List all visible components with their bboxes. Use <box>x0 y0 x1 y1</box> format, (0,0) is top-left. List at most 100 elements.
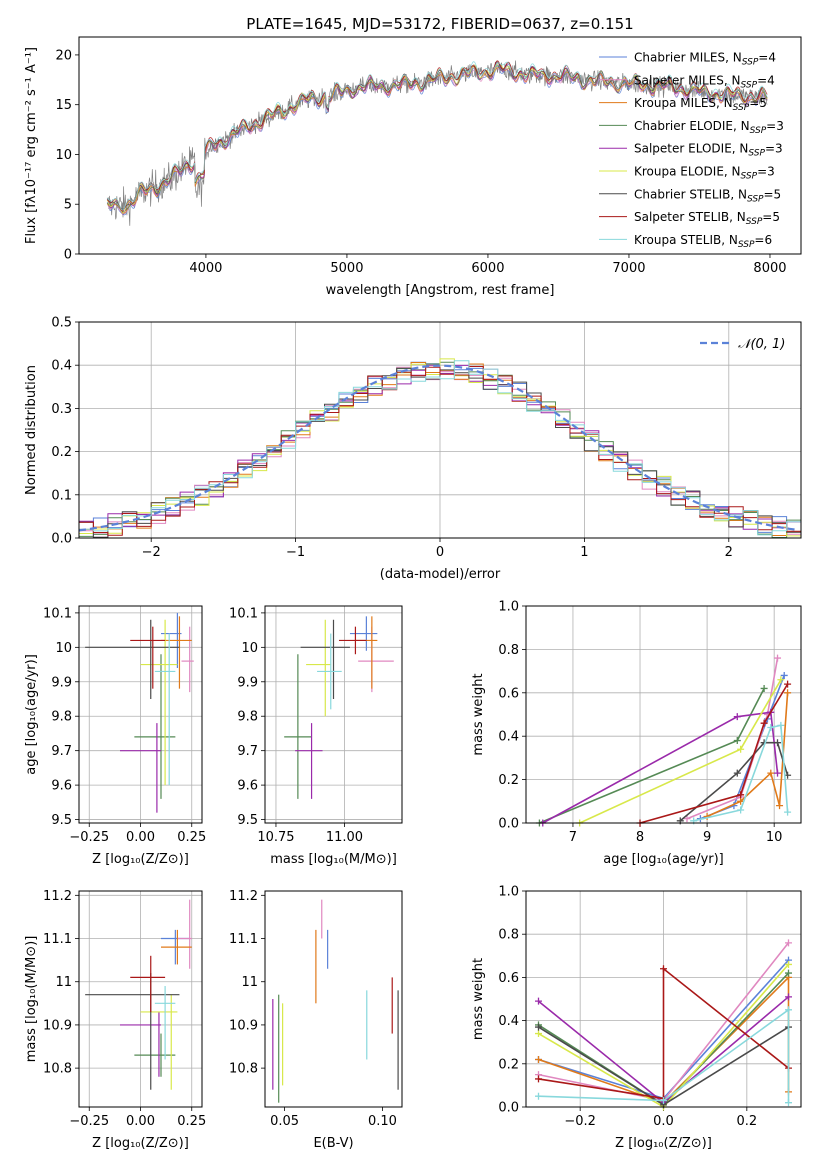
y-tick-label: 10 <box>55 148 72 163</box>
x-axis-label: age [log₁₀(age/yr)] <box>603 852 724 867</box>
axes-frame <box>78 890 203 1108</box>
x-tick-label: −0.2 <box>564 1114 596 1129</box>
point-marker <box>784 680 792 688</box>
legend-label: Salpeter MILES, NSSP=4 <box>634 73 775 90</box>
mass-vs-Z-plot-area <box>85 899 192 1090</box>
y-tick-label: 1.0 <box>498 600 519 615</box>
point-marker <box>737 791 745 799</box>
point-marker <box>660 965 667 973</box>
x-tick-label: 0.25 <box>177 830 206 845</box>
x-tick-label: 5000 <box>330 261 363 276</box>
y-axis-label: age [log₁₀(age/yr)] <box>24 654 39 775</box>
y-tick-label: 10.9 <box>43 1018 72 1033</box>
x-tick-label: −2 <box>142 545 161 560</box>
y-tick-label: 0.0 <box>498 1101 519 1116</box>
x-tick-label: −0.25 <box>69 830 109 845</box>
point-marker <box>776 802 784 810</box>
age-vs-Z-plot-area <box>85 612 194 813</box>
model-spectrum-8 <box>106 60 768 212</box>
x-axis-label: E(B-V) <box>313 1136 353 1151</box>
point-marker <box>760 684 768 692</box>
legend-label: Salpeter ELODIE, NSSP=3 <box>634 142 783 159</box>
x-axis-label: wavelength [Angstrom, rest frame] <box>326 283 555 298</box>
x-tick-label: 1 <box>580 545 588 560</box>
spectrum-panel: 4000 5000 6000 7000 8000 0 5 10 15 20 wavelength [… <box>24 36 802 298</box>
point-marker <box>774 769 782 777</box>
legend-subscript: SSP <box>742 58 759 68</box>
y-tick-label: 5 <box>64 198 72 213</box>
weight-line-8 <box>639 683 789 824</box>
point-marker <box>535 1055 542 1063</box>
y-tick-label: 0.3 <box>51 402 72 417</box>
legend-label: Chabrier ELODIE, NSSP=3 <box>634 119 784 136</box>
y-axis-label: mass [log₁₀(M/M⊙)] <box>24 936 39 1063</box>
x-tick-label: −0.25 <box>69 1114 109 1129</box>
legend-count: =5 <box>764 187 782 201</box>
weight-line-6 <box>579 679 782 824</box>
legend-subscript: SSP <box>733 103 750 113</box>
point-marker <box>760 719 768 727</box>
x-tick-label: 0.00 <box>126 830 155 845</box>
normal-reference-curve <box>79 364 799 532</box>
legend-label: 𝒩(0, 1) <box>738 337 785 352</box>
y-tick-label: 0.8 <box>498 928 519 943</box>
x-tick-label: 6000 <box>471 261 504 276</box>
x-tick-label: 0.25 <box>177 1114 206 1129</box>
y-tick-label: 0.2 <box>51 445 72 460</box>
x-axis-label: Z [log₁₀(Z/Z⊙)] <box>615 1136 712 1151</box>
y-tick-label: 0.4 <box>498 730 519 745</box>
point-marker <box>767 769 775 777</box>
point-marker <box>785 1099 792 1107</box>
legend-count: =3 <box>765 142 783 156</box>
mass-vs-EBV-plot-area <box>272 899 399 1103</box>
mass-weight-vs-age-panel: 7 8 9 10 0.0 0.2 0.4 0.6 0.8 1.0 age [log₁₀(age/yr… <box>471 600 802 867</box>
mass-weight-vs-age-plot-area <box>535 654 792 827</box>
axes-frame <box>264 605 403 824</box>
y-tick-label: 0.0 <box>51 532 72 547</box>
y-axis-label: mass weight <box>471 673 486 755</box>
y-tick-label: 10.9 <box>229 1018 258 1033</box>
y-tick-label: 10.1 <box>43 606 72 621</box>
legend-label: Salpeter STELIB, NSSP=5 <box>634 210 780 227</box>
point-marker <box>785 969 792 977</box>
y-tick-label: 11.2 <box>229 889 258 904</box>
legend-subscript: SSP <box>746 217 763 227</box>
x-tick-label: 0.05 <box>270 1114 299 1129</box>
legend-count: =4 <box>758 51 776 65</box>
point-marker <box>535 997 542 1005</box>
age-vs-Z-panel: −0.25 0.00 0.25 9.5 9.6 9.7 9.8 9.9 10 10.1 Z [log… <box>24 605 206 867</box>
figure-title: PLATE=1645, MJD=53172, FIBERID=0637, z=0… <box>246 15 633 33</box>
axes-frame <box>78 321 802 539</box>
y-tick-label: 9.6 <box>51 779 72 794</box>
point-marker <box>733 737 741 745</box>
point-marker <box>535 1092 542 1100</box>
spectrum-plot-area <box>106 60 768 226</box>
x-tick-label: 0.00 <box>126 1114 155 1129</box>
x-tick-label: 0.10 <box>368 1114 397 1129</box>
x-tick-label: 0.2 <box>736 1114 757 1129</box>
point-marker <box>785 1006 792 1014</box>
y-tick-label: 10.8 <box>229 1062 258 1077</box>
x-tick-label: 2 <box>725 545 733 560</box>
y-tick-label: 0 <box>64 248 72 263</box>
legend-label: Kroupa ELODIE, NSSP=3 <box>634 165 775 182</box>
x-tick-label: 4000 <box>189 261 222 276</box>
legend-count: =3 <box>766 119 784 133</box>
point-marker <box>737 745 745 753</box>
y-tick-label: 10 <box>55 641 72 656</box>
y-tick-label: 0.6 <box>498 686 519 701</box>
y-tick-label: 9.9 <box>237 675 258 690</box>
age-vs-mass-panel: 10.75 11.00 9.5 9.6 9.7 9.8 9.9 10 10.1 mass [log… <box>229 605 403 867</box>
y-tick-label: 9.7 <box>51 744 72 759</box>
axes-frame <box>525 605 802 824</box>
y-tick-label: 0.2 <box>498 1057 519 1072</box>
residuals-plot-area <box>79 358 801 538</box>
weight-line-9 <box>538 1008 790 1103</box>
histogram-9 <box>79 360 801 538</box>
y-tick-label: 9.6 <box>237 779 258 794</box>
axes-frame <box>78 605 203 824</box>
y-tick-label: 0.4 <box>498 1014 519 1029</box>
legend-label: Kroupa STELIB, NSSP=6 <box>634 233 772 250</box>
axes-frame <box>264 890 403 1108</box>
